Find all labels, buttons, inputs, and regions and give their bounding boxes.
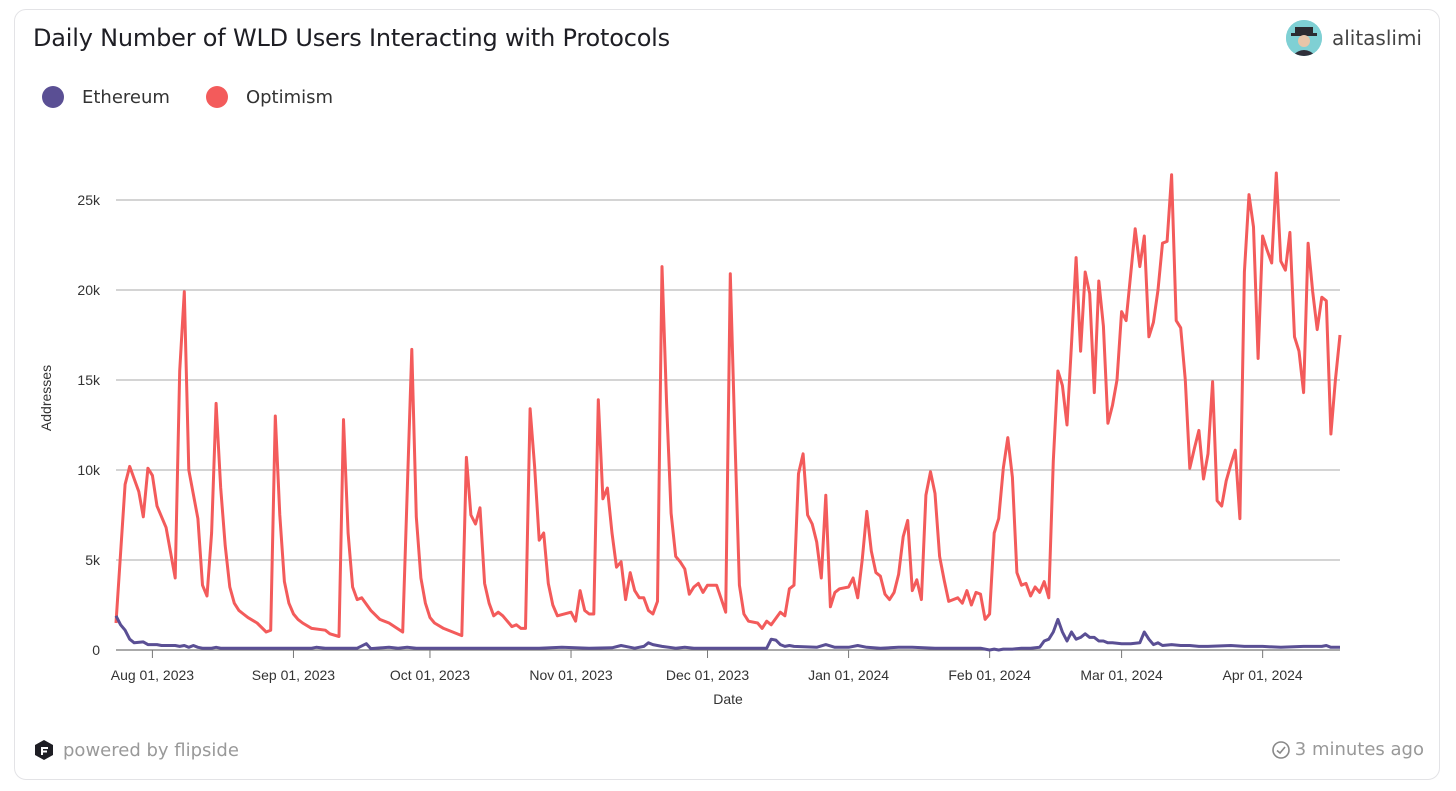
last-updated-label: 3 minutes ago	[1294, 739, 1424, 760]
chart-legend: Ethereum Optimism	[42, 86, 333, 108]
chart-card	[14, 9, 1440, 780]
legend-label-ethereum: Ethereum	[82, 86, 170, 108]
legend-item-ethereum[interactable]: Ethereum	[42, 86, 170, 108]
author-info[interactable]: alitaslimi	[1285, 20, 1422, 56]
legend-swatch-optimism	[205, 86, 228, 108]
powered-by-label: powered by flipside	[63, 739, 239, 761]
chart-title: Daily Number of WLD Users Interacting wi…	[33, 24, 670, 52]
legend-label-optimism: Optimism	[245, 86, 334, 108]
flipside-logo-icon	[35, 740, 53, 760]
user-avatar-icon	[1285, 20, 1322, 56]
check-clock-icon	[1271, 740, 1290, 759]
author-name[interactable]: alitaslimi	[1331, 26, 1422, 50]
legend-item-optimism[interactable]: Optimism	[205, 86, 334, 108]
last-updated: 3 minutes ago	[1271, 739, 1424, 760]
legend-swatch-ethereum	[42, 86, 64, 108]
powered-by[interactable]: powered by flipside	[33, 739, 239, 761]
